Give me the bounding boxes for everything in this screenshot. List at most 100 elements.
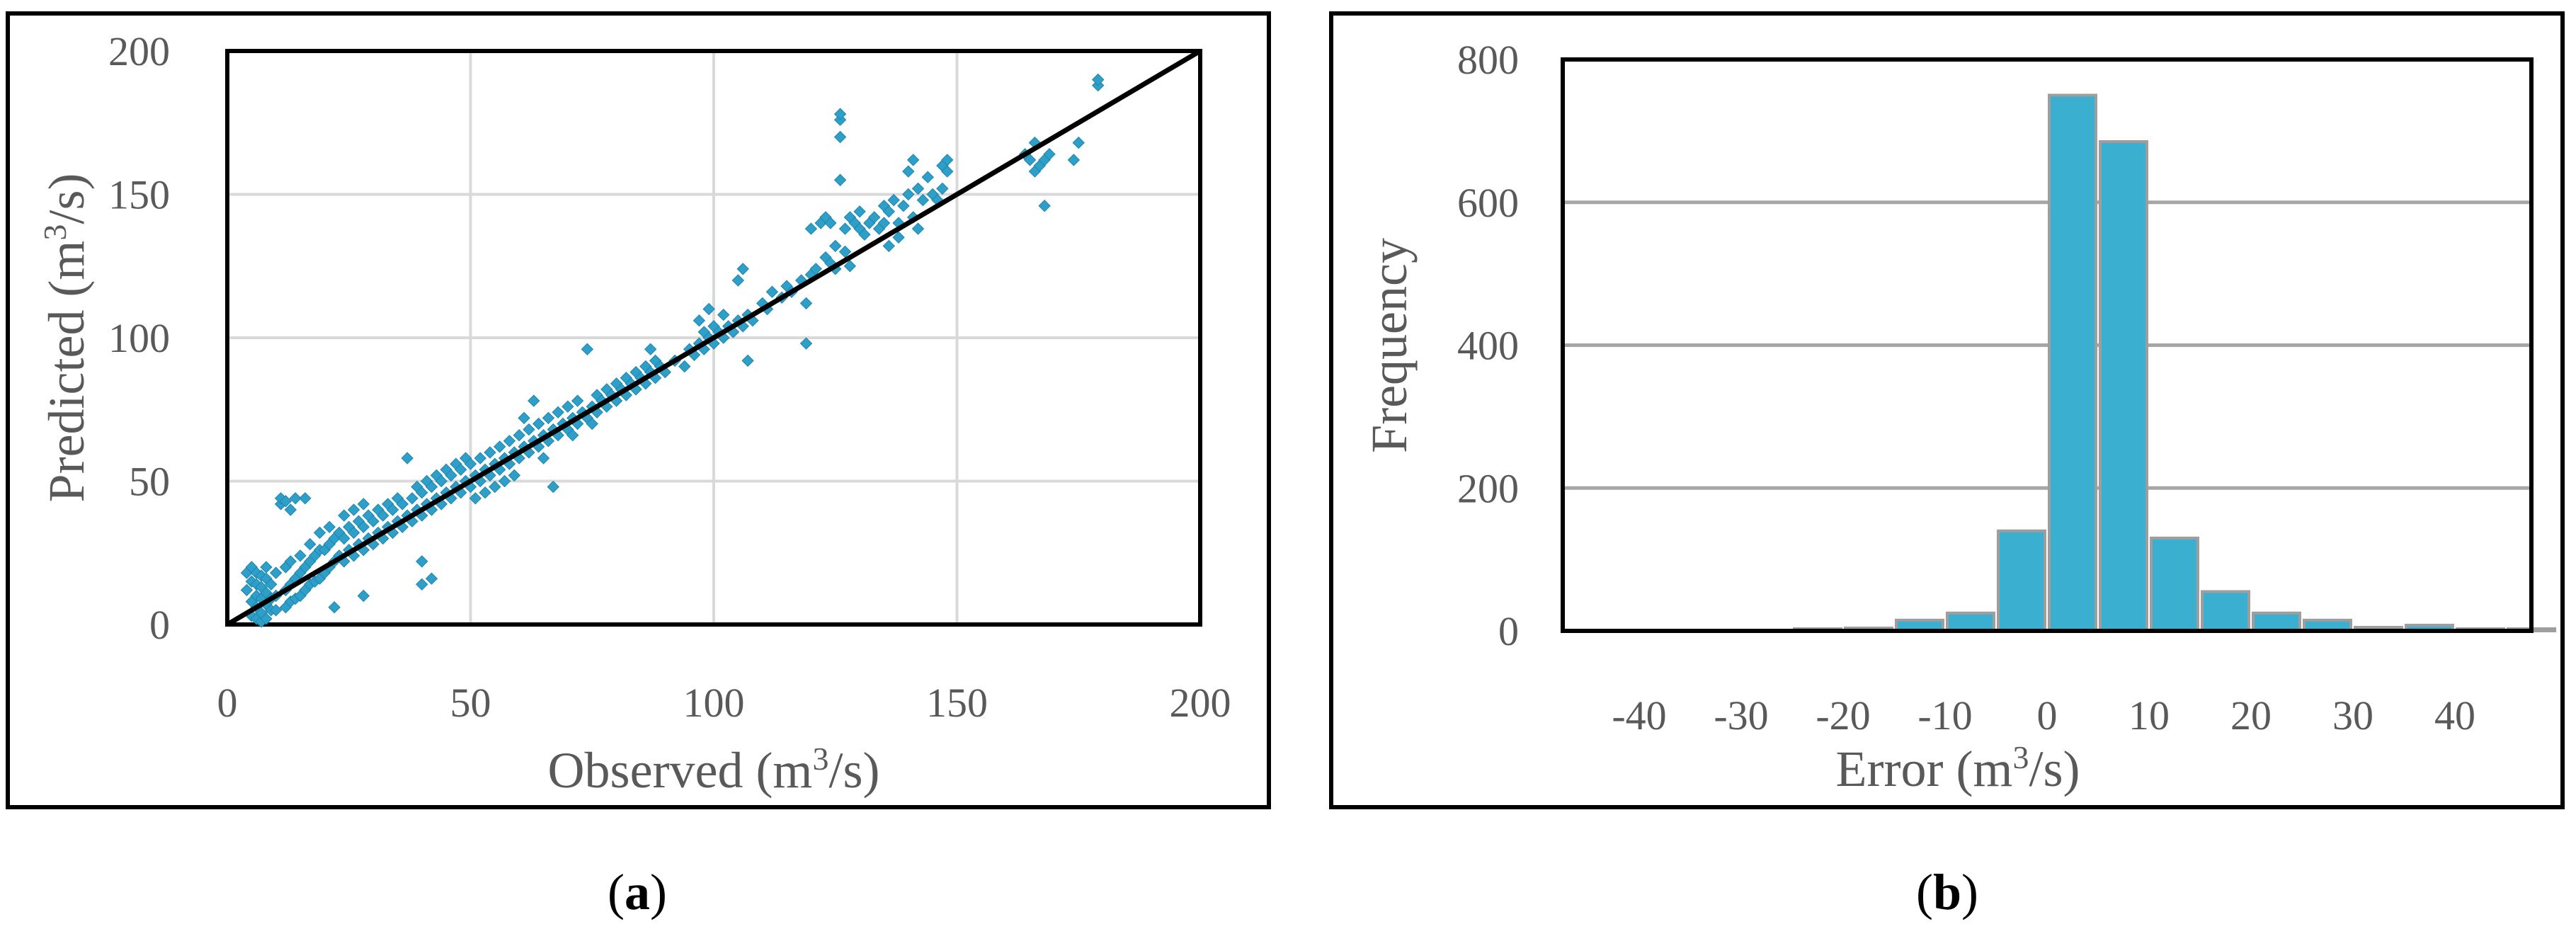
data-point (406, 492, 418, 505)
data-point (911, 222, 925, 235)
data-point (313, 526, 326, 540)
data-point (367, 515, 380, 527)
data-point (484, 446, 496, 459)
data-point (532, 417, 545, 430)
data-point (299, 492, 312, 505)
panel-a-scatter: 0 50 100 150 200 0 50 100 150 200 Observed (m3/s)… (6, 11, 1271, 809)
data-point (479, 486, 491, 499)
data-point (843, 260, 857, 273)
data-point (581, 343, 594, 355)
panel-b-y-tick-label: 800 (1457, 37, 1519, 83)
panel-b-x-tick-label: 30 (2332, 692, 2373, 738)
data-point (902, 188, 915, 201)
panel-b-x-tick-label: -40 (1612, 692, 1666, 738)
data-point (853, 205, 866, 218)
data-point (678, 360, 691, 373)
panel-b-x-tick-label: 40 (2434, 692, 2475, 738)
data-point (469, 492, 482, 505)
data-point (833, 173, 847, 186)
data-point (284, 503, 297, 516)
data-point (941, 165, 954, 178)
data-point (809, 263, 822, 275)
panel-a-reference-line (226, 48, 1202, 627)
panel-b-bars (1793, 93, 2556, 633)
histogram-bar (2150, 536, 2199, 632)
panel-a-x-tick-label: 100 (683, 680, 745, 726)
panel-a-tick-labels: 0 50 100 150 200 0 50 100 150 200 (108, 28, 1231, 726)
panel-b-y-tick-label: 400 (1457, 323, 1519, 369)
panel-a-points (240, 73, 1105, 628)
data-point (269, 604, 283, 617)
panel-b-x-tick-label: 10 (2128, 692, 2170, 738)
data-point (868, 211, 881, 224)
data-point (765, 285, 779, 298)
data-point (906, 154, 920, 166)
data-point (294, 549, 307, 562)
data-point (386, 503, 399, 516)
data-point (304, 537, 317, 551)
data-point (508, 469, 521, 482)
data-point (897, 199, 910, 212)
data-point (498, 474, 511, 488)
data-point (887, 193, 900, 207)
data-point (902, 165, 915, 178)
panel-b-x-tick-label: -10 (1917, 692, 1972, 738)
data-point (542, 411, 555, 425)
panel-a-caption: (a) (608, 864, 667, 920)
data-point (693, 314, 706, 327)
data-point (833, 130, 847, 144)
data-point (338, 532, 351, 545)
histogram-bar (2048, 93, 2097, 632)
panel-b-frame (1329, 11, 2565, 809)
data-point (425, 480, 438, 494)
data-point (518, 411, 530, 425)
panel-a-plot-border (225, 49, 1202, 627)
panel-a-y-tick-label: 50 (129, 459, 170, 505)
data-point (396, 498, 409, 511)
data-point (279, 495, 292, 508)
data-point (489, 480, 501, 494)
data-point (1067, 154, 1081, 166)
data-point (260, 612, 273, 625)
data-point (357, 520, 370, 534)
data-point (1023, 154, 1037, 166)
data-point (804, 222, 818, 235)
data-point (731, 274, 745, 287)
data-point (1092, 73, 1105, 86)
data-point (941, 154, 954, 166)
data-point (586, 417, 598, 430)
data-point (1043, 148, 1056, 161)
panel-a-y-tick-label: 0 (149, 602, 170, 648)
panel-b-y-tick-label: 600 (1457, 180, 1519, 226)
panel-b-y-tick-label: 200 (1457, 465, 1519, 511)
data-point (474, 452, 486, 464)
data-point (284, 555, 297, 568)
data-point (562, 400, 574, 413)
panel-a-y-tick-label: 200 (108, 28, 170, 74)
data-point (445, 469, 457, 482)
data-point (338, 509, 351, 522)
data-point (464, 457, 477, 470)
data-point (347, 526, 360, 540)
data-point (566, 428, 579, 442)
data-point (1038, 199, 1051, 212)
histogram-bar (1997, 529, 2046, 633)
data-point (799, 297, 813, 310)
panel-a-y-tick-label: 150 (108, 172, 170, 218)
panel-b-x-tick-label: 0 (2037, 692, 2058, 738)
data-point (1072, 136, 1085, 149)
data-point (858, 228, 871, 241)
data-point (347, 503, 360, 516)
data-point (357, 498, 370, 511)
panel-a-frame (6, 11, 1271, 809)
data-point (702, 302, 715, 316)
data-point (323, 520, 336, 534)
panel-b-gridlines (1563, 57, 2531, 633)
data-point (911, 182, 925, 195)
data-point (537, 452, 550, 464)
panel-b-y-tick-label: 0 (1498, 608, 1519, 654)
data-point (799, 337, 813, 350)
